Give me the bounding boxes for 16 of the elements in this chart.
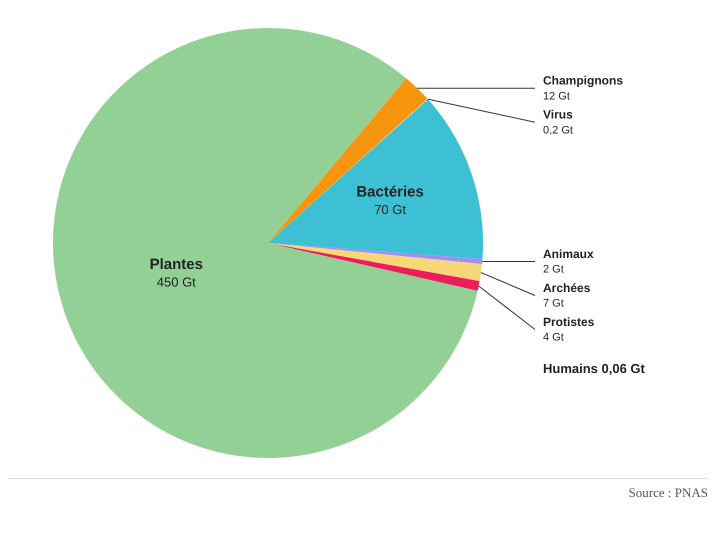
data-label: 70 Gt [374, 202, 406, 217]
slice-label: Bactéries [356, 183, 424, 200]
slice-label: Virus [543, 108, 574, 122]
slice-label: Protistes [543, 314, 595, 329]
text: Humains 0,06 Gt [543, 361, 646, 376]
data-label: 12 Gt [543, 90, 570, 102]
data-label: 450 Gt [156, 274, 196, 290]
slice-label: Archées [543, 280, 591, 295]
data-label: 7 Gt [543, 298, 564, 310]
data-label: 0,2 Gt [543, 124, 573, 136]
data-label: 4 Gt [543, 332, 564, 344]
source-note: Source : PNAS [628, 485, 708, 501]
data-label: 2 Gt [543, 264, 564, 276]
slice-label: Plantes [150, 256, 203, 273]
slice-label: Champignons [543, 74, 624, 88]
slice-label: Animaux [543, 246, 594, 261]
